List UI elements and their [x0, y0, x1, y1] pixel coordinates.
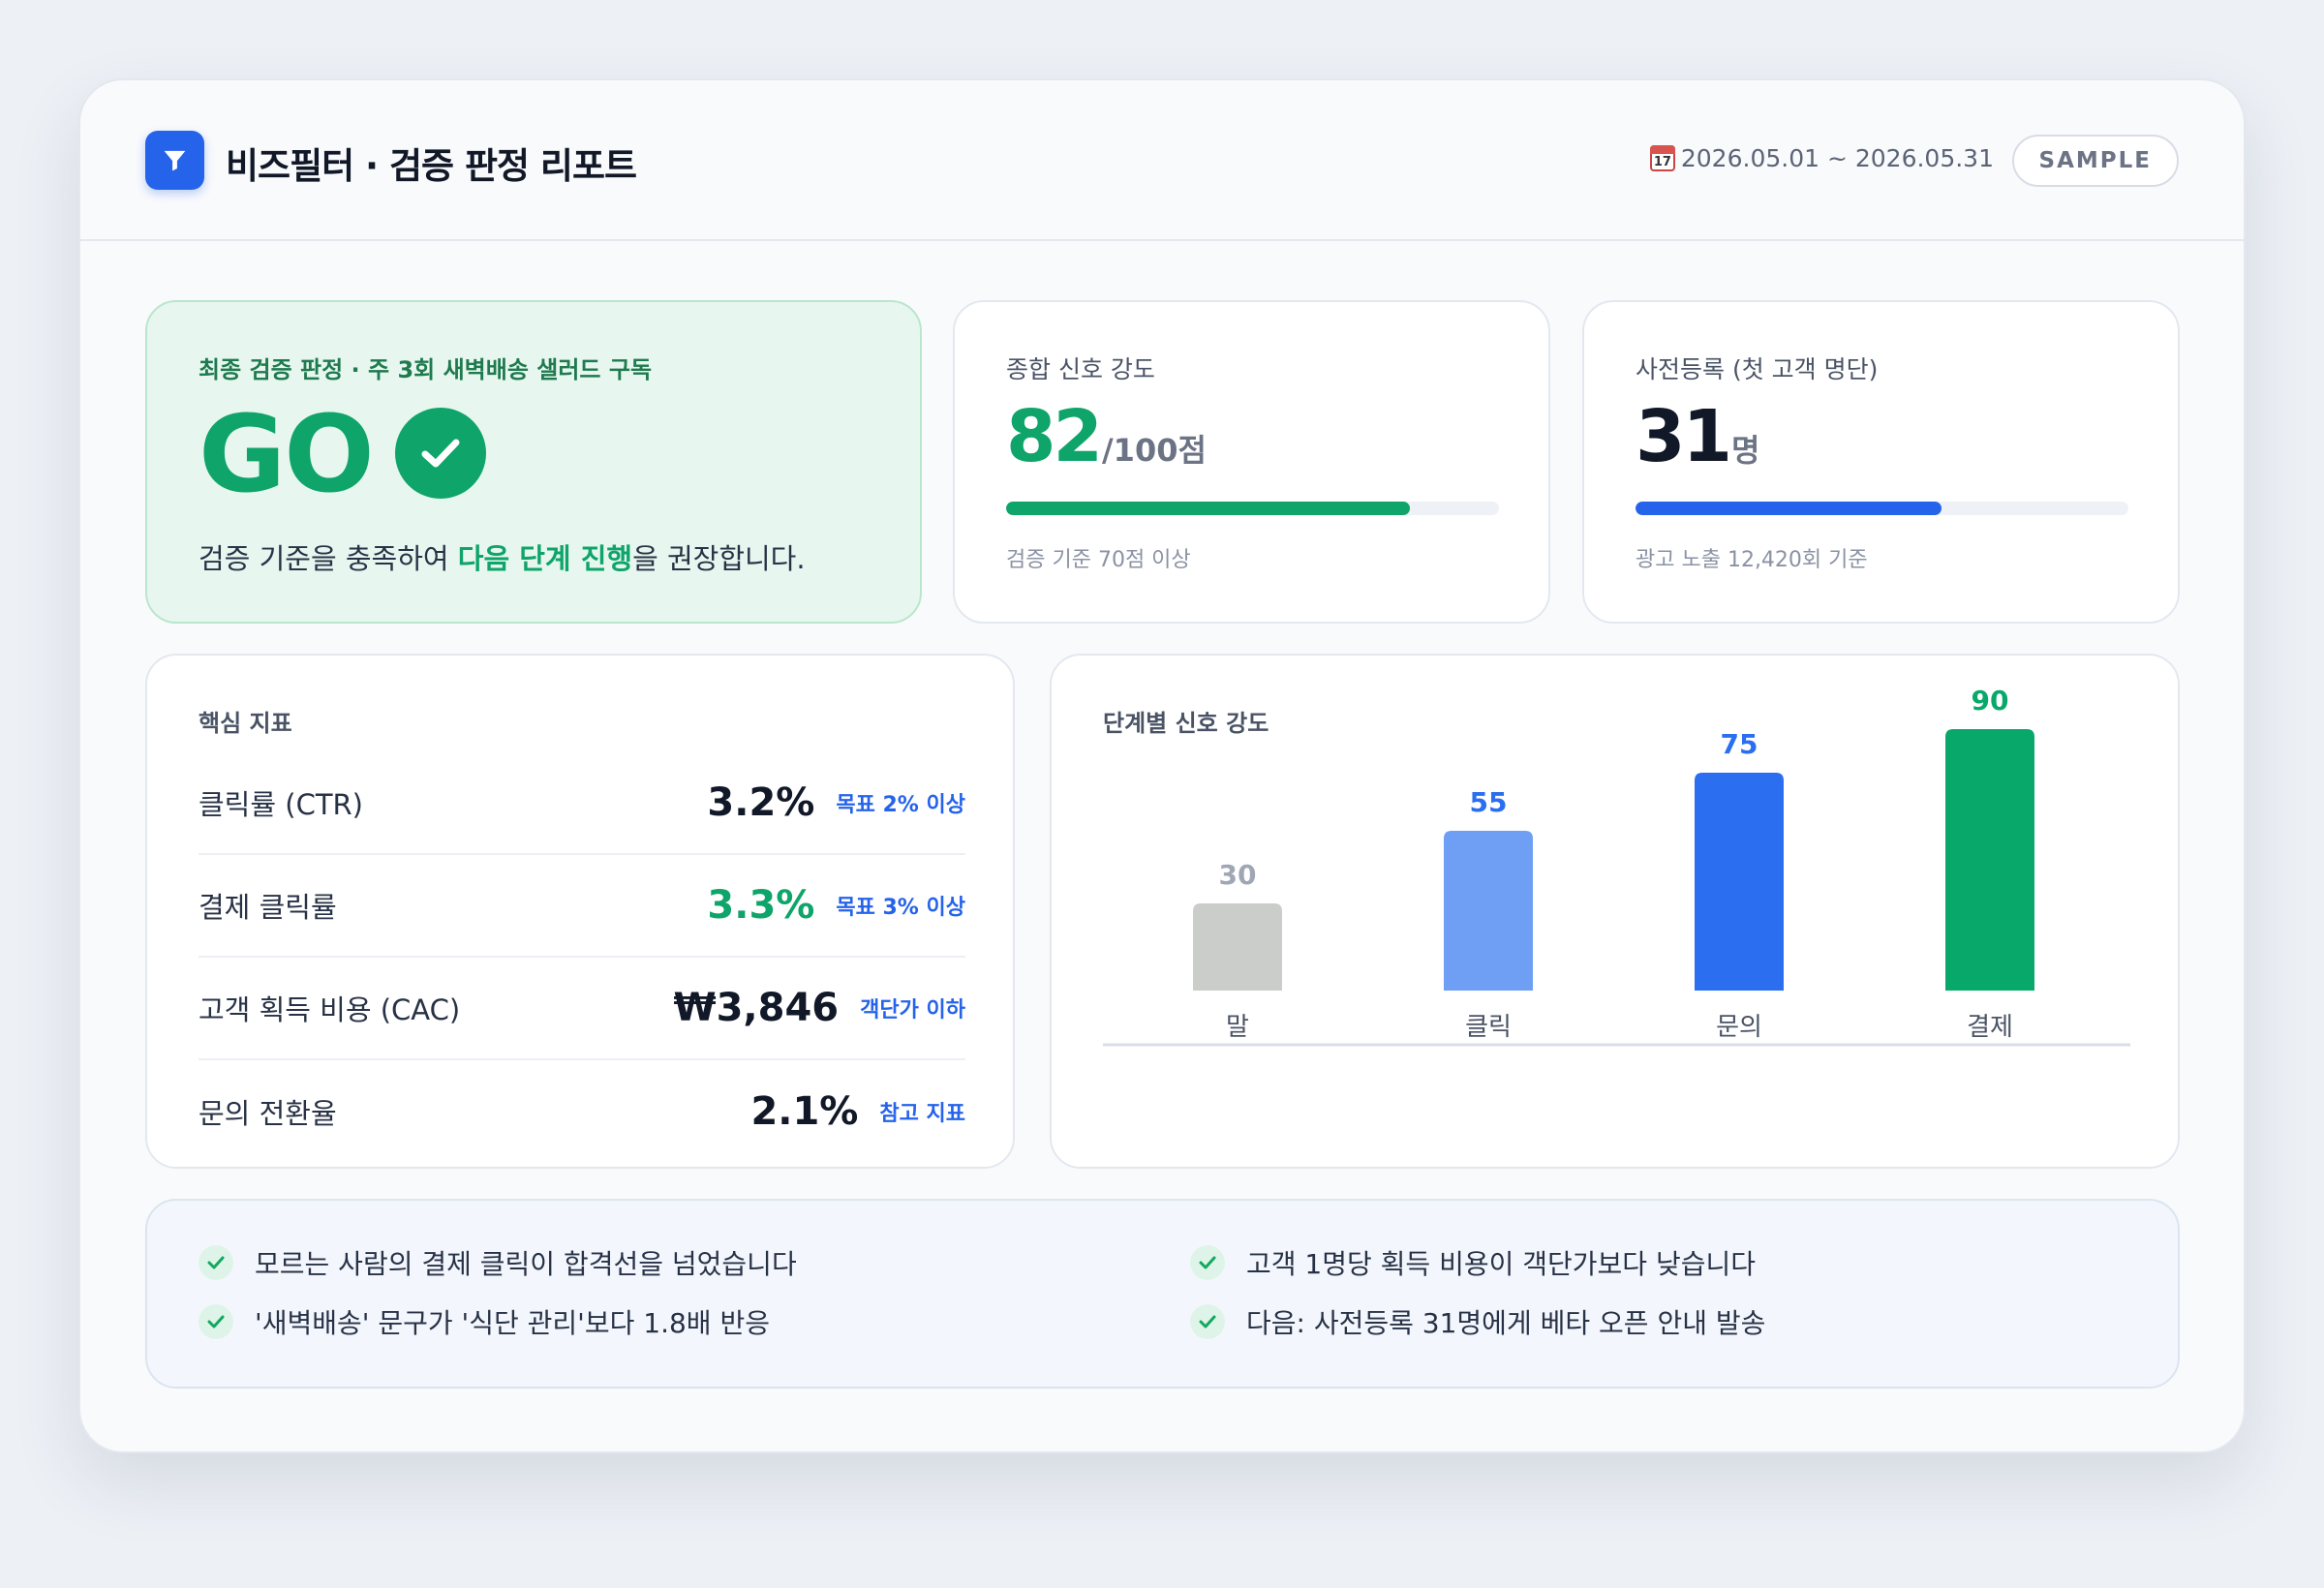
preregistration-progress-fill [1636, 502, 1942, 515]
chart-title: 단계별 신호 강도 [1103, 710, 1269, 737]
metric-row: 고객 획득 비용 (CAC) ₩3,846 객단가 이하 [199, 958, 965, 1060]
signal-score-label: 종합 신호 강도 [1006, 355, 1155, 383]
sample-badge: SAMPLE [2011, 135, 2179, 187]
metric-value: 3.3% [707, 883, 815, 928]
bar-문의 [1695, 773, 1784, 991]
bar-value-label: 90 [1972, 685, 2009, 717]
signal-score-progress-fill [1006, 502, 1411, 515]
summary-text: 다음: 사전등록 31명에게 베타 오픈 안내 발송 [1246, 1307, 1766, 1339]
bar-value-label: 75 [1721, 728, 1758, 760]
verdict-label: 최종 검증 판정 · 주 3회 새벽배송 샐러드 구독 [199, 356, 653, 383]
summary-card: 모르는 사람의 결제 클릭이 합격선을 넘었습니다 '새벽배송' 문구가 '식단 … [145, 1199, 2180, 1389]
summary-item: '새벽배송' 문구가 '식단 관리'보다 1.8배 반응 [199, 1302, 770, 1341]
metric-name: 문의 전환율 [199, 1097, 337, 1130]
check-icon [1190, 1304, 1225, 1339]
summary-text: 모르는 사람의 결제 클릭이 합격선을 넘었습니다 [255, 1248, 797, 1280]
metric-target: 목표 3% 이상 [836, 896, 965, 920]
metric-target: 목표 2% 이상 [836, 793, 965, 817]
metric-row: 문의 전환율 2.1% 참고 지표 [199, 1060, 965, 1163]
signal-score-progress [1006, 502, 1499, 515]
filter-logo-icon [145, 131, 204, 190]
bar-말 [1193, 903, 1282, 991]
report-window: 비즈필터 · 검증 판정 리포트 17 2026.05.01 ~ 2026.05… [78, 78, 2246, 1453]
verdict-card: 최종 검증 판정 · 주 3회 새벽배송 샐러드 구독 GO 검증 기준을 충족… [145, 300, 922, 624]
signal-chart-card: 단계별 신호 강도 30 말 55 클릭 75 문의 90 결제 [1050, 654, 2180, 1169]
category-label: 클릭 [1465, 1013, 1512, 1042]
summary-item: 다음: 사전등록 31명에게 베타 오픈 안내 발송 [1190, 1302, 1765, 1341]
check-icon [1190, 1245, 1225, 1280]
metric-name: 고객 획득 비용 (CAC) [199, 993, 461, 1026]
bar-value-label: 55 [1470, 786, 1508, 818]
preregistration-footnote: 광고 노출 12,420회 기준 [1636, 548, 1868, 572]
check-icon [199, 1245, 233, 1280]
summary-item: 모르는 사람의 결제 클릭이 합격선을 넘었습니다 [199, 1243, 797, 1282]
category-label: 말 [1226, 1013, 1249, 1042]
check-icon [199, 1304, 233, 1339]
metric-value: ₩3,846 [673, 986, 840, 1030]
preregistration-label: 사전등록 (첫 고객 명단) [1636, 355, 1879, 383]
date-range: 17 2026.05.01 ~ 2026.05.31 [1649, 144, 1994, 172]
summary-item: 고객 1명당 획득 비용이 객단가보다 낮습니다 [1190, 1243, 1756, 1282]
summary-text: 고객 1명당 획득 비용이 객단가보다 낮습니다 [1246, 1248, 1756, 1280]
category-label: 문의 [1716, 1013, 1762, 1042]
metric-value: 3.2% [707, 780, 815, 825]
signal-score-card: 종합 신호 강도 82 /100점 검증 기준 70점 이상 [953, 300, 1550, 624]
bar-chart: 30 말 55 클릭 75 문의 90 결제 [1103, 685, 2130, 1047]
check-circle-icon [395, 408, 486, 499]
metric-row: 클릭률 (CTR) 3.2% 목표 2% 이상 [199, 752, 965, 855]
preregistration-value: 31 명 [1636, 395, 1760, 478]
bar-결제 [1945, 729, 2034, 991]
bar-클릭 [1444, 831, 1533, 991]
category-label: 결제 [1967, 1013, 2013, 1042]
signal-score-footnote: 검증 기준 70점 이상 [1006, 548, 1191, 572]
metric-name: 결제 클릭률 [199, 891, 337, 924]
calendar-icon: 17 [1649, 145, 1675, 171]
signal-score-value: 82 /100점 [1006, 395, 1207, 478]
summary-text: '새벽배송' 문구가 '식단 관리'보다 1.8배 반응 [255, 1307, 770, 1339]
metric-name: 클릭률 (CTR) [199, 788, 363, 821]
key-metrics-title: 핵심 지표 [199, 710, 292, 737]
metric-target: 객단가 이하 [860, 998, 965, 1023]
preregistration-card: 사전등록 (첫 고객 명단) 31 명 광고 노출 12,420회 기준 [1582, 300, 2180, 624]
bar-value-label: 30 [1219, 859, 1257, 891]
date-range-text: 2026.05.01 ~ 2026.05.31 [1680, 144, 1994, 172]
page-title: 비즈필터 · 검증 판정 리포트 [226, 145, 637, 187]
header: 비즈필터 · 검증 판정 리포트 17 2026.05.01 ~ 2026.05… [80, 80, 2244, 241]
verdict-description: 검증 기준을 충족하여 다음 단계 진행을 권장합니다. [199, 542, 806, 575]
metric-row: 결제 클릭률 3.3% 목표 3% 이상 [199, 855, 965, 958]
metric-value: 2.1% [750, 1089, 859, 1134]
metric-target: 참고 지표 [879, 1102, 965, 1126]
preregistration-progress [1636, 502, 2128, 515]
verdict-result: GO [199, 392, 375, 516]
